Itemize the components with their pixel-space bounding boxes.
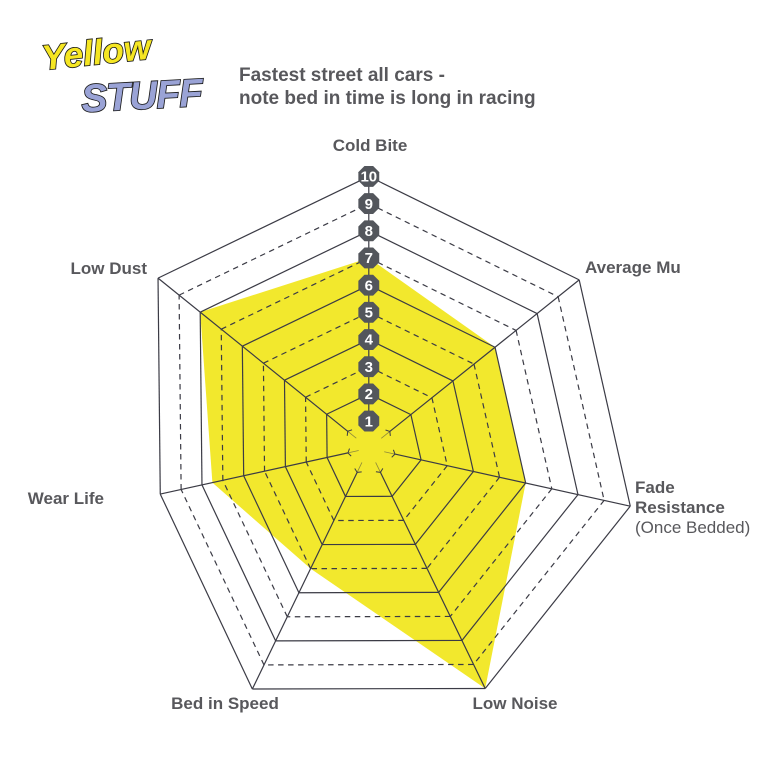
- svg-text:10: 10: [360, 169, 377, 186]
- svg-text:7: 7: [365, 250, 373, 267]
- svg-text:1: 1: [365, 413, 373, 430]
- svg-text:4: 4: [365, 332, 374, 349]
- svg-text:6: 6: [365, 277, 373, 294]
- svg-text:2: 2: [365, 386, 373, 403]
- svg-text:9: 9: [365, 196, 373, 213]
- svg-text:5: 5: [365, 305, 373, 322]
- svg-text:8: 8: [365, 223, 373, 240]
- svg-text:3: 3: [365, 359, 373, 376]
